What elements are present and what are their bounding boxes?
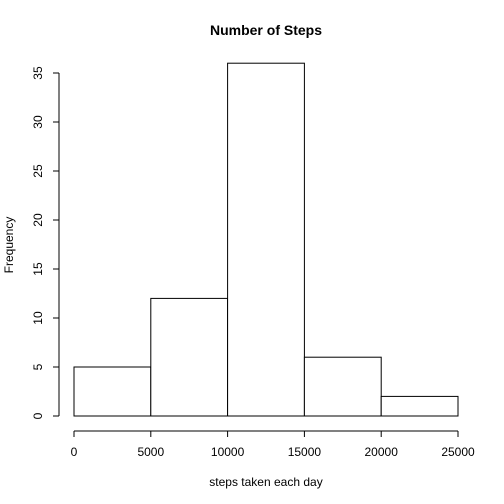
x-tick-label: 5000 bbox=[137, 445, 164, 459]
y-tick-label: 20 bbox=[31, 213, 45, 227]
x-tick-label: 20000 bbox=[365, 445, 399, 459]
x-tick-label: 10000 bbox=[211, 445, 245, 459]
x-axis-label: steps taken each day bbox=[209, 475, 322, 489]
y-axis: 0 5 10 15 20 25 30 35 bbox=[31, 66, 60, 419]
y-tick-label: 25 bbox=[31, 164, 45, 178]
x-tick-label: 15000 bbox=[288, 445, 322, 459]
x-tick-label: 0 bbox=[71, 445, 78, 459]
histogram-bar-0 bbox=[73, 366, 152, 417]
y-tick-label: 5 bbox=[31, 363, 45, 370]
y-tick-label: 10 bbox=[31, 311, 45, 325]
y-tick-label: 35 bbox=[31, 66, 45, 80]
bars-layer bbox=[73, 62, 459, 417]
y-axis-label: Frequency bbox=[2, 217, 16, 274]
y-tick-label: 30 bbox=[31, 115, 45, 129]
x-axis: 0 5000 10000 15000 20000 25000 bbox=[71, 430, 475, 459]
y-tick-label: 15 bbox=[31, 262, 45, 276]
histogram-bar-3 bbox=[303, 356, 382, 417]
histogram-bar-1 bbox=[150, 297, 229, 417]
y-tick-label: 0 bbox=[31, 412, 45, 419]
chart-title: Number of Steps bbox=[210, 22, 322, 38]
histogram-bar-4 bbox=[380, 395, 459, 417]
histogram-bar-2 bbox=[227, 62, 305, 417]
x-tick-label: 25000 bbox=[441, 445, 475, 459]
